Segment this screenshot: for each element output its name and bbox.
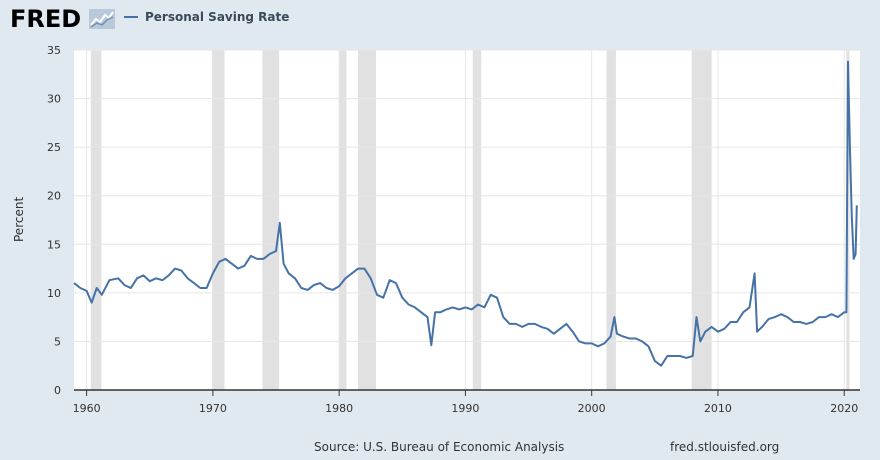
recession-band-5: [472, 50, 482, 390]
recession-band-6: [606, 50, 616, 390]
legend-swatch: [124, 16, 138, 18]
footer-url[interactable]: fred.stlouisfed.org: [670, 440, 780, 454]
footer-source: Source: U.S. Bureau of Economic Analysis: [314, 440, 565, 454]
recession-bands: [90, 50, 850, 390]
chart-header: FRED Personal Saving Rate: [0, 0, 880, 40]
x-tick-label: 2010: [704, 402, 732, 415]
recession-band-3: [339, 50, 347, 390]
legend-label: Personal Saving Rate: [145, 10, 290, 24]
trend-chart-icon: [89, 9, 115, 29]
grid-lines: [74, 49, 860, 390]
plot-background: [74, 50, 860, 390]
y-tick-label: 15: [47, 238, 61, 251]
x-tick-label: 2020: [830, 402, 858, 415]
x-tick-label: 1990: [451, 402, 479, 415]
series-layer: [73, 60, 858, 367]
recession-band-1: [211, 50, 225, 390]
y-tick-label: 10: [47, 287, 61, 300]
series-line-0[interactable]: [73, 60, 858, 367]
recession-band-4: [358, 50, 377, 390]
axes: 0 5 10 15 20 25 30 35 1960 1970 1980 1990 2000 2010 20…: [47, 44, 860, 415]
legend[interactable]: Personal Saving Rate: [124, 10, 289, 24]
y-tick-label: 0: [54, 384, 61, 397]
x-tick-label: 1980: [325, 402, 353, 415]
y-tick-label: 30: [47, 93, 61, 106]
fred-logo[interactable]: FRED: [10, 5, 82, 33]
y-tick-label: 25: [47, 141, 61, 154]
y-tick-label: 20: [47, 190, 61, 203]
x-tick-label: 1960: [73, 402, 101, 415]
y-tick-label: 5: [54, 335, 61, 348]
y-tick-label: 35: [47, 44, 61, 57]
recession-band-2: [262, 50, 280, 390]
recession-band-0: [90, 50, 102, 390]
x-tick-label: 2000: [578, 402, 606, 415]
recession-band-7: [691, 50, 712, 390]
x-tick-label: 1970: [199, 402, 227, 415]
